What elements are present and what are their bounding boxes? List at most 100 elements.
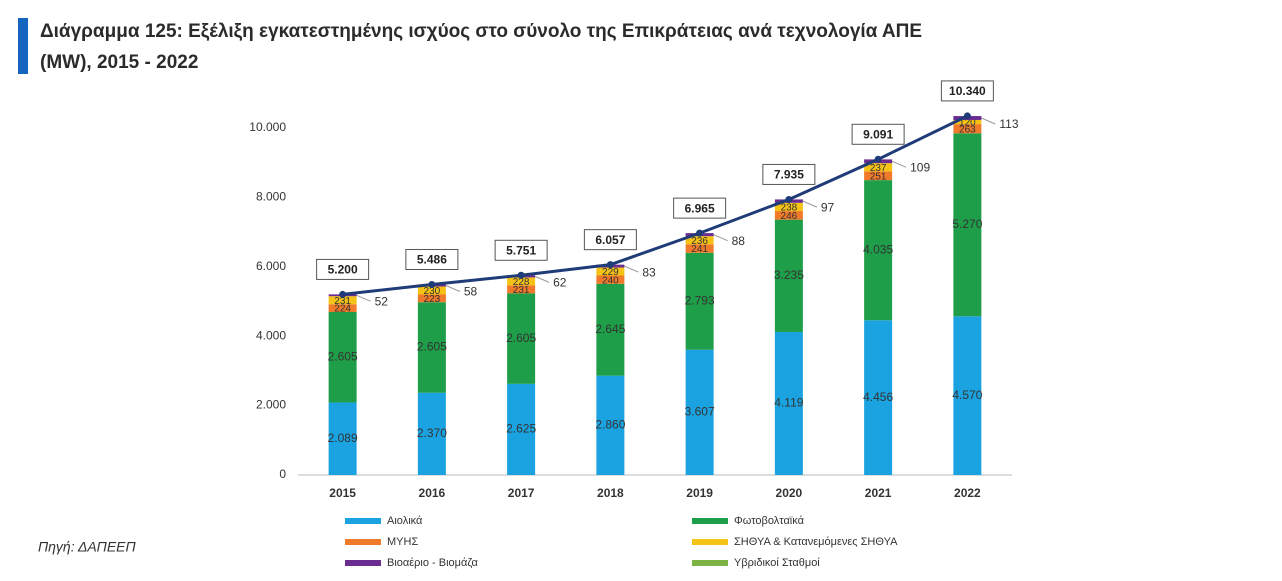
data-label: 231 <box>334 296 351 307</box>
total-marker <box>696 229 704 237</box>
bar-segment <box>328 296 357 305</box>
data-label: 2.605 <box>328 349 358 363</box>
title: (MW), 2015 - 2022 <box>40 52 198 73</box>
total-marker <box>428 280 436 288</box>
y-tick-label: 10.000 <box>249 120 286 134</box>
data-label: 4.119 <box>774 396 803 410</box>
bar-segment <box>328 402 357 475</box>
total-label: 6.965 <box>685 201 715 215</box>
data-label: 97 <box>821 200 835 214</box>
x-tick-label: 2021 <box>865 486 892 500</box>
total-marker <box>874 155 882 163</box>
data-label: 88 <box>732 234 746 248</box>
leader-line <box>981 117 996 125</box>
bar-segment <box>596 267 625 276</box>
label-box <box>316 258 370 280</box>
leader-line <box>624 265 639 273</box>
title: Διάγραμμα 125: Εξέλιξη εγκατεστημένης ισ… <box>40 21 922 42</box>
data-label: 228 <box>513 277 530 288</box>
bar-segment <box>685 252 714 350</box>
total-marker <box>963 112 971 120</box>
data-label: 263 <box>959 124 976 135</box>
legend-swatch <box>345 518 381 524</box>
bar-segment <box>328 304 357 312</box>
bar-segment <box>774 219 803 332</box>
data-label: 238 <box>781 203 798 214</box>
bar-segment <box>417 294 446 303</box>
bar-segment <box>774 202 803 212</box>
legend-label: Υβριδικοί Σταθμοί <box>734 557 820 569</box>
data-label: 5.270 <box>952 217 982 231</box>
total-label: 9.091 <box>863 127 893 141</box>
data-label: 231 <box>513 285 530 296</box>
bar-segment <box>864 320 893 475</box>
data-label: 251 <box>870 171 887 182</box>
data-label: 120 <box>959 118 976 129</box>
label-box <box>583 229 637 251</box>
bar-segment <box>507 293 536 384</box>
x-tick-label: 2016 <box>419 486 446 500</box>
total-line <box>342 114 969 296</box>
bar-segment <box>596 283 625 376</box>
bar-segment <box>774 211 803 220</box>
x-tick-label: 2015 <box>329 486 356 500</box>
data-label: 62 <box>553 276 567 290</box>
label-box <box>673 197 727 219</box>
legend-swatch <box>692 518 728 524</box>
total-label: 5.751 <box>506 243 536 257</box>
data-label: 237 <box>870 163 887 174</box>
legend-swatch <box>692 560 728 566</box>
bar-segment <box>596 275 625 284</box>
y-tick-label: 6.000 <box>256 259 286 273</box>
leader-line <box>802 200 818 208</box>
bar-segment <box>953 119 982 125</box>
bar-segment <box>953 124 982 134</box>
leader-line <box>891 160 907 168</box>
legend-label: Φωτοβολταϊκά <box>734 515 805 527</box>
bar-segment <box>864 163 893 172</box>
total-label: 6.057 <box>595 233 625 247</box>
bar-segment <box>417 286 446 295</box>
data-label: 3.607 <box>685 405 715 419</box>
label-box <box>851 123 905 145</box>
total-marker <box>339 290 347 298</box>
data-label: 2.605 <box>506 331 536 345</box>
bar-segment <box>864 171 893 181</box>
data-label: 2.605 <box>417 340 447 354</box>
x-tick-label: 2018 <box>597 486 624 500</box>
legend-swatch <box>345 560 381 566</box>
label-box <box>940 80 994 102</box>
data-label: 240 <box>602 275 619 286</box>
data-label: 113 <box>999 117 1018 131</box>
legend-label: Βιοαέριο - Βιομάζα <box>387 557 478 569</box>
title-accent <box>18 18 28 74</box>
bar-segment <box>596 375 625 475</box>
data-label: 2.793 <box>685 293 715 307</box>
data-label: 2.860 <box>595 418 625 432</box>
label-box <box>762 163 816 185</box>
label-box <box>494 239 548 261</box>
bar-segment <box>507 277 536 286</box>
total-label: 7.935 <box>774 168 804 182</box>
total-marker <box>785 195 793 203</box>
data-label: 229 <box>602 267 619 278</box>
data-label: 2.089 <box>328 431 358 445</box>
total-marker <box>517 271 525 279</box>
data-label: 3.235 <box>774 268 804 282</box>
data-label: 224 <box>334 304 351 315</box>
bar-segment <box>685 244 714 253</box>
bar-segment <box>685 349 714 475</box>
data-label: 109 <box>910 160 930 174</box>
y-tick-label: 2.000 <box>256 398 286 412</box>
data-label: 246 <box>781 211 798 222</box>
legend-label: ΣΗΘΥΑ & Κατανεμόμενες ΣΗΘΥΑ <box>734 536 898 548</box>
data-label: 2.645 <box>595 322 625 336</box>
leader-line <box>356 294 371 302</box>
leader-line <box>445 285 461 292</box>
total-marker <box>606 261 614 269</box>
bar-segment <box>507 383 536 475</box>
y-tick-label: 8.000 <box>256 189 286 203</box>
data-label: 52 <box>375 294 389 308</box>
data-label: 83 <box>642 265 656 279</box>
